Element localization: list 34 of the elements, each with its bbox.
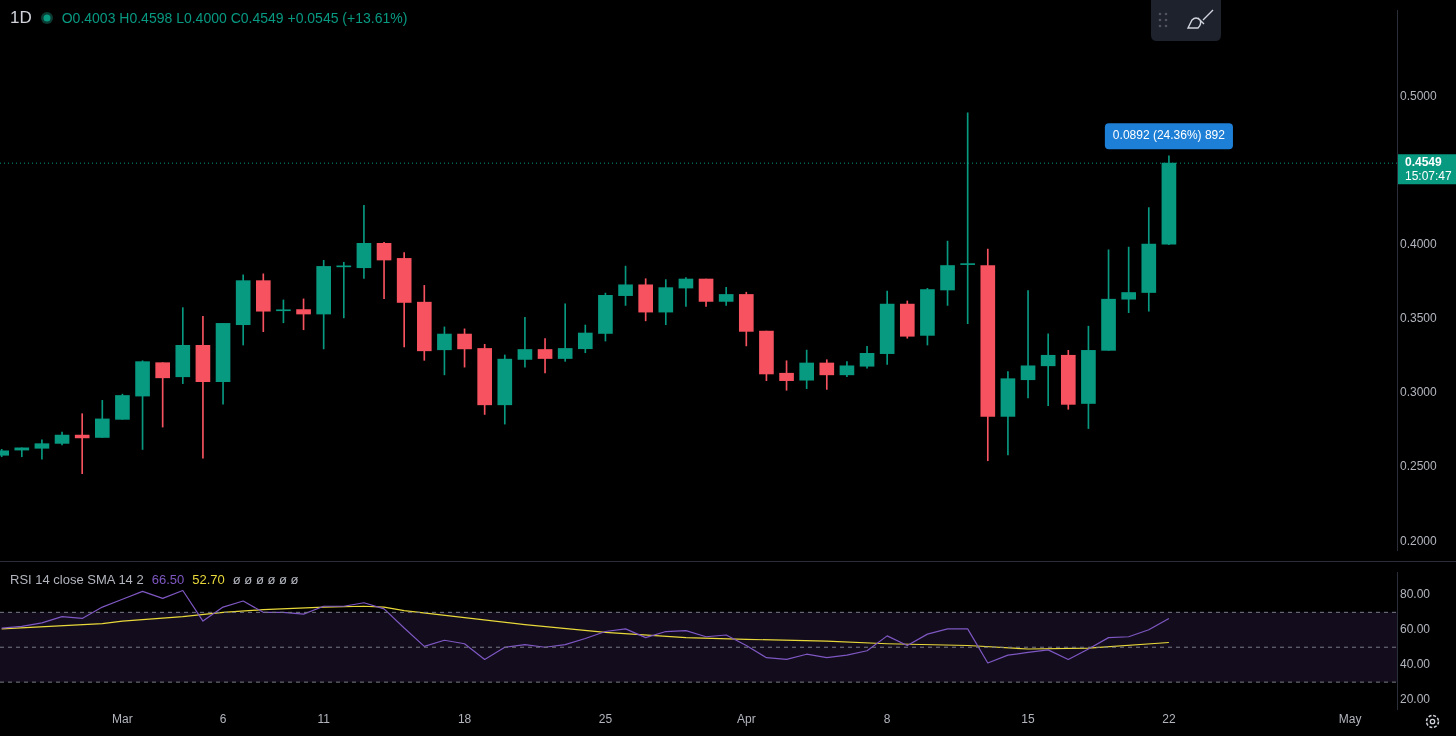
candlestick (1020, 290, 1036, 399)
x-tick-label: May (1338, 711, 1362, 726)
y-tick-label: 0.5000 (1400, 88, 1438, 103)
x-tick-label: 25 (598, 711, 613, 726)
y-tick-label: 20.00 (1400, 691, 1431, 706)
candlestick (1040, 333, 1056, 407)
annotation: 52.70 (192, 572, 225, 587)
y-tick-label: 40.00 (1400, 656, 1431, 671)
x-tick-label: 15 (1021, 711, 1036, 726)
candlestick (517, 316, 533, 368)
y-tick-label: 0.2000 (1400, 533, 1438, 548)
x-tick-label: Mar (112, 711, 133, 726)
x-tick-label: Apr (736, 711, 756, 726)
x-tick-label: 22 (1162, 711, 1176, 726)
annotation: 0.0892 (24.36%) 892 (1112, 128, 1226, 143)
chart-title: 1D (10, 8, 32, 28)
x-tick-label: 8 (883, 711, 891, 726)
annotation: ø ø ø ø ø ø (232, 572, 299, 587)
y-tick-label: 60.00 (1400, 622, 1431, 637)
ref-line-label: 0.4549 (1405, 155, 1443, 170)
candlestick (557, 303, 573, 362)
chart-subtitle: O0.4003 H0.4598 L0.4000 C0.4549 +0.0545 (+13.61%) (61, 10, 408, 26)
y-tick-label: 0.3500 (1400, 311, 1438, 326)
x-tick-label: 18 (457, 711, 472, 726)
y-tick-label: 0.3000 (1400, 385, 1438, 400)
chart-title: RSI 14 close SMA 14 2 (10, 572, 144, 587)
y-tick-label: 0.2500 (1400, 459, 1438, 474)
annotation: 66.50 (151, 572, 185, 587)
y-tick-label: 80.00 (1400, 587, 1431, 602)
text: 15:07:47 (1405, 169, 1453, 184)
y-tick-label: 0.4000 (1400, 236, 1438, 251)
x-tick-label: 11 (317, 711, 331, 726)
candlestick (155, 362, 171, 428)
x-tick-label: 6 (219, 711, 227, 726)
